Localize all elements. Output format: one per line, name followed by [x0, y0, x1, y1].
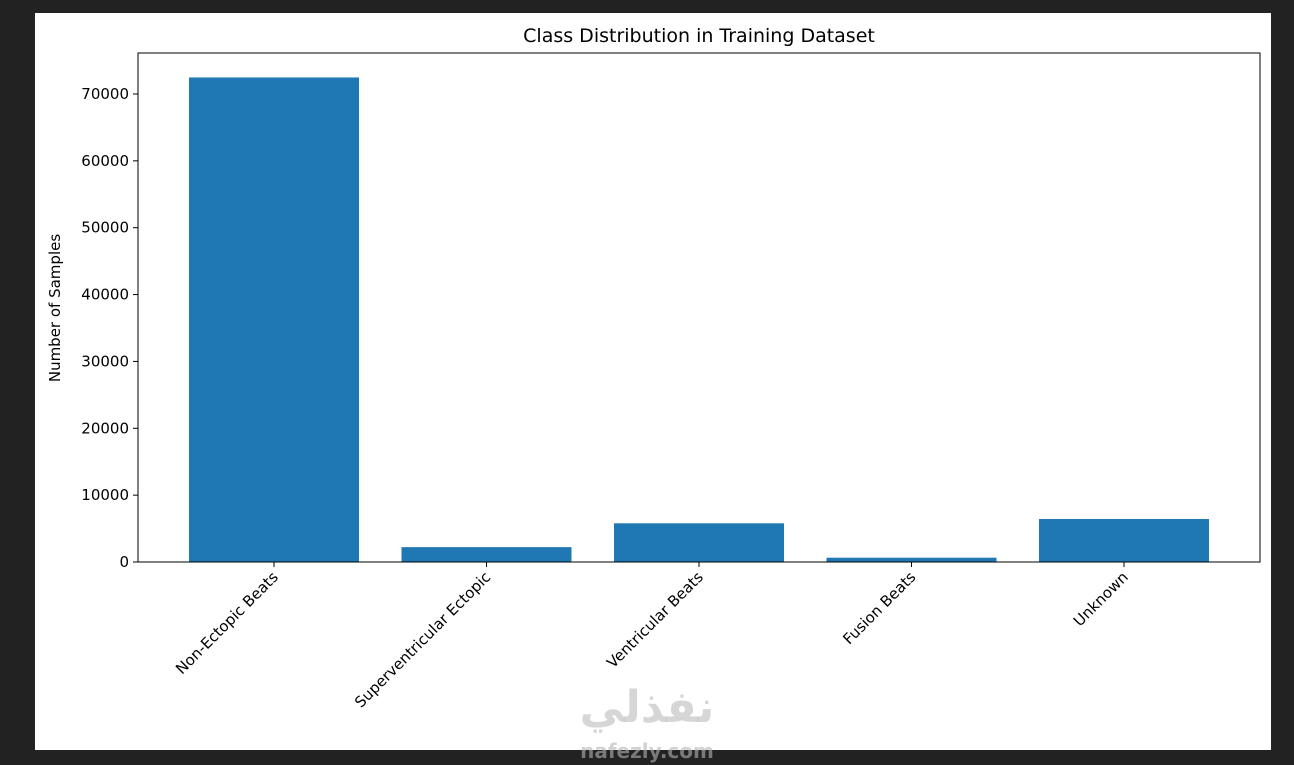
bar	[614, 523, 784, 562]
y-axis-label: Number of Samples	[46, 234, 64, 382]
bar	[189, 77, 359, 563]
bar	[1039, 519, 1209, 562]
y-tick-label: 50000	[81, 219, 129, 237]
watermark: نفذلي	[580, 682, 715, 733]
y-tick-label: 20000	[81, 419, 129, 437]
bar	[401, 547, 572, 562]
y-tick-label: 60000	[81, 152, 129, 170]
chart-title: Class Distribution in Training Dataset	[523, 25, 875, 47]
y-tick-label: 40000	[81, 286, 129, 304]
y-tick-label: 70000	[81, 85, 129, 103]
y-tick-label: 30000	[81, 352, 129, 370]
plot-frame	[137, 52, 1261, 563]
y-tick-label: 10000	[81, 486, 129, 504]
y-tick-label: 0	[119, 553, 129, 571]
watermark: nafezly.com	[580, 739, 714, 763]
bar	[826, 557, 997, 562]
